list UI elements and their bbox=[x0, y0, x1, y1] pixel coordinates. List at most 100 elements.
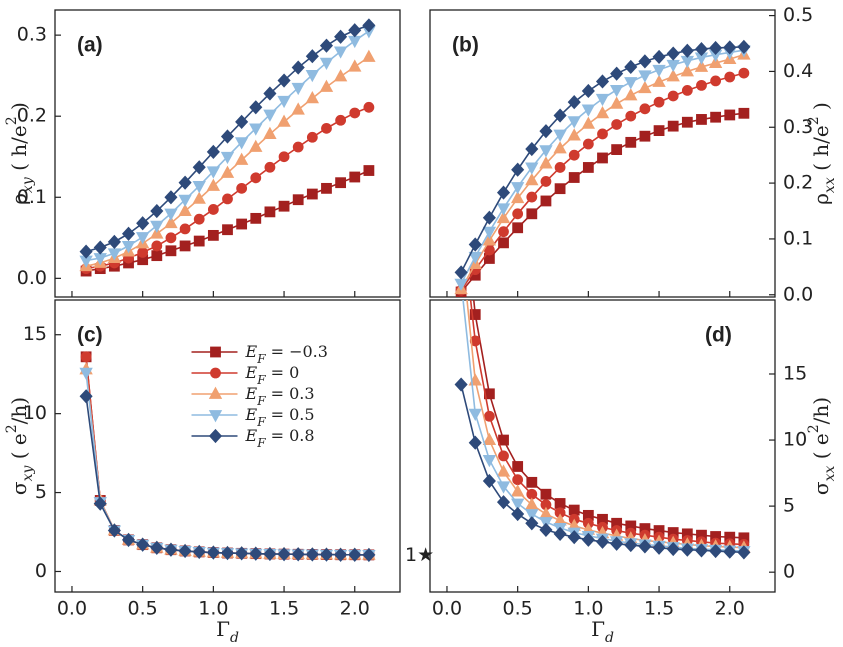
marker bbox=[319, 38, 334, 53]
legend-part: E bbox=[245, 363, 258, 382]
marker bbox=[581, 532, 595, 547]
marker bbox=[319, 79, 334, 92]
marker bbox=[595, 93, 610, 107]
marker bbox=[526, 476, 538, 488]
panel-label: (b) bbox=[452, 34, 479, 57]
label-part: ρ bbox=[809, 193, 833, 205]
x-tick-label: 1.0 bbox=[573, 598, 603, 620]
marker bbox=[540, 195, 552, 207]
marker bbox=[164, 215, 178, 229]
x-tick-label: 1.5 bbox=[644, 598, 674, 620]
label-part: d bbox=[230, 630, 239, 646]
label-part: ( e bbox=[809, 433, 833, 465]
marker bbox=[710, 111, 722, 123]
y-tick-label: 0.0 bbox=[17, 267, 47, 289]
marker bbox=[207, 204, 219, 215]
marker bbox=[525, 162, 539, 175]
marker bbox=[208, 386, 223, 399]
marker bbox=[363, 101, 375, 113]
marker bbox=[107, 234, 121, 249]
legend-part: F bbox=[256, 394, 266, 408]
marker bbox=[210, 367, 221, 379]
x-tick-label: 0.5 bbox=[503, 598, 533, 620]
marker bbox=[483, 410, 495, 422]
marker bbox=[206, 178, 221, 191]
marker bbox=[496, 464, 511, 477]
y-tick-label: 0.3 bbox=[783, 116, 813, 138]
marker bbox=[553, 108, 567, 123]
marker bbox=[135, 232, 150, 245]
marker bbox=[220, 165, 235, 178]
marker bbox=[333, 46, 348, 59]
marker bbox=[610, 536, 624, 551]
marker bbox=[540, 488, 552, 500]
marker bbox=[121, 226, 136, 241]
marker bbox=[681, 116, 693, 128]
marker bbox=[468, 237, 482, 252]
marker bbox=[694, 59, 709, 72]
marker bbox=[540, 176, 552, 187]
marker bbox=[348, 59, 362, 72]
marker bbox=[525, 509, 539, 522]
marker bbox=[681, 85, 693, 96]
marker bbox=[582, 162, 594, 173]
marker bbox=[220, 129, 235, 144]
marker bbox=[79, 367, 93, 380]
marker bbox=[724, 109, 736, 121]
series-line bbox=[462, 300, 744, 552]
marker bbox=[319, 547, 334, 562]
marker bbox=[595, 74, 610, 89]
marker bbox=[482, 210, 496, 225]
marker bbox=[220, 151, 235, 165]
marker bbox=[498, 237, 509, 249]
marker bbox=[737, 545, 751, 560]
label-part: xy bbox=[20, 465, 36, 482]
marker bbox=[234, 137, 249, 150]
marker bbox=[151, 240, 163, 252]
marker bbox=[709, 40, 723, 56]
marker bbox=[206, 166, 221, 179]
marker bbox=[321, 122, 332, 134]
y-tick-label: 5 bbox=[35, 481, 47, 503]
marker bbox=[136, 216, 150, 231]
legend-label: EF = −0.3 bbox=[245, 342, 328, 366]
marker bbox=[263, 126, 277, 139]
plot-area bbox=[79, 18, 376, 277]
label-part: ) bbox=[809, 102, 833, 116]
panel-frame bbox=[54, 9, 401, 298]
marker bbox=[363, 165, 375, 176]
label-part: ρ bbox=[7, 193, 31, 205]
series-line bbox=[85, 356, 369, 556]
marker bbox=[206, 545, 220, 560]
marker bbox=[333, 69, 348, 82]
label-part: Γ bbox=[216, 617, 230, 641]
marker bbox=[206, 144, 220, 159]
marker bbox=[554, 162, 566, 173]
marker bbox=[510, 498, 525, 511]
marker bbox=[582, 138, 594, 150]
plot-area bbox=[79, 351, 376, 563]
marker bbox=[624, 538, 638, 553]
marker bbox=[498, 434, 509, 446]
y-tick-label: 15 bbox=[23, 323, 47, 345]
label-part: xx bbox=[822, 466, 838, 482]
marker bbox=[511, 162, 525, 177]
legend-part: = 0 bbox=[266, 363, 300, 382]
marker bbox=[150, 540, 164, 555]
marker bbox=[164, 190, 178, 205]
legend-part: F bbox=[256, 373, 266, 387]
marker bbox=[512, 461, 524, 472]
marker bbox=[208, 410, 223, 423]
legend-label: EF = 0 bbox=[245, 363, 300, 387]
marker bbox=[264, 161, 276, 173]
marker bbox=[639, 130, 651, 142]
plot-area bbox=[454, 39, 751, 297]
marker bbox=[334, 547, 348, 562]
marker bbox=[510, 484, 525, 497]
marker bbox=[249, 123, 263, 136]
label-part: /h) bbox=[809, 397, 833, 424]
marker bbox=[456, 210, 466, 220]
y-axis-label: ρxy ( h/e2 ) bbox=[4, 102, 36, 205]
marker bbox=[696, 114, 707, 125]
marker bbox=[362, 49, 376, 62]
